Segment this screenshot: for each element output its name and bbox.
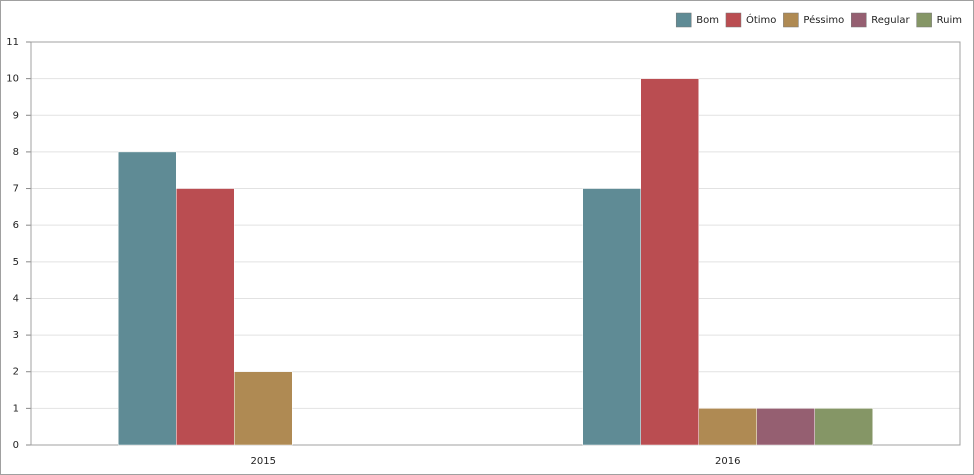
bar	[814, 408, 873, 446]
legend-swatch	[675, 12, 692, 28]
legend-swatch	[916, 12, 932, 28]
y-tick-label: 4	[13, 293, 19, 304]
bar	[640, 78, 699, 446]
y-tick-label: 7	[13, 184, 19, 195]
bar	[234, 371, 293, 446]
legend-swatch	[725, 12, 742, 28]
bar	[698, 408, 757, 446]
bar	[756, 408, 815, 446]
y-tick-label: 6	[13, 220, 19, 231]
legend-label: Péssimo	[803, 14, 844, 26]
x-tick-label: 2016	[715, 456, 740, 467]
y-tick-label: 5	[13, 257, 19, 268]
y-tick-label: 8	[13, 147, 19, 158]
plot-border	[30, 41, 961, 446]
y-tick-label: 3	[13, 330, 19, 341]
legend-label: Ótimo	[746, 13, 776, 26]
y-tick-label: 2	[13, 367, 19, 378]
legend-label: Ruim	[937, 15, 962, 26]
y-tick-label: 9	[13, 110, 19, 121]
legend-label: Bom	[696, 15, 719, 26]
legend-swatch	[851, 12, 867, 28]
y-tick-label: 11	[6, 37, 19, 48]
y-tick-label: 10	[6, 74, 19, 85]
y-tick-label: 0	[13, 440, 19, 451]
bar	[118, 151, 177, 446]
y-tick-label: 1	[13, 403, 19, 414]
x-tick-label: 2015	[251, 456, 276, 467]
bar	[582, 188, 641, 446]
legend-swatch	[783, 12, 799, 28]
bar	[176, 188, 235, 446]
legend-label: Regular	[871, 15, 910, 26]
